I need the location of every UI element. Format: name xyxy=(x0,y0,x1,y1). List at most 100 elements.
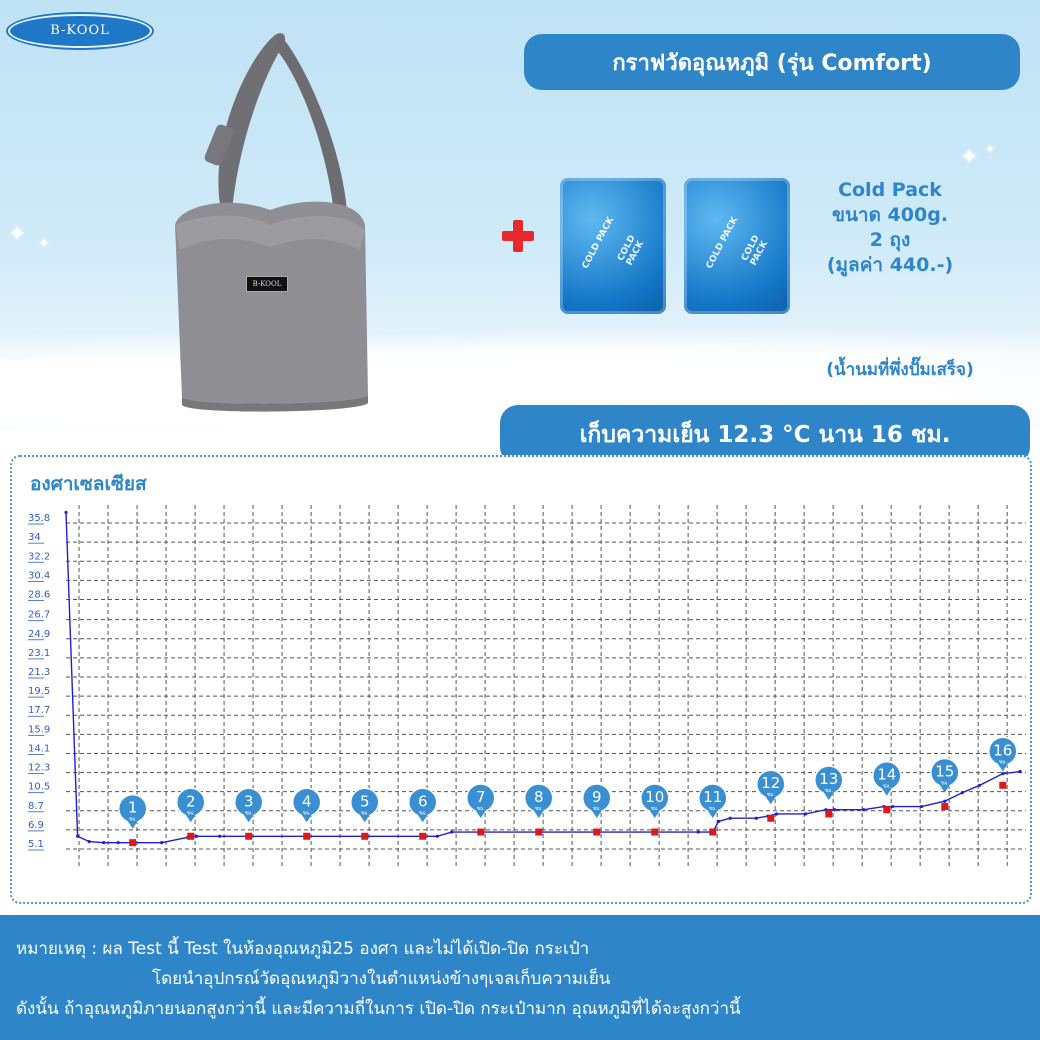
y-tick-label: 15.9 xyxy=(28,724,50,735)
data-point xyxy=(435,834,439,838)
hour-marker-point xyxy=(651,828,659,836)
hour-marker-unit: ชม. xyxy=(535,806,544,812)
hour-marker-unit: ชม. xyxy=(767,792,776,798)
cold-pack-size: ขนาด 400g. xyxy=(831,204,949,226)
cold-pack-icon: COLD PACK COLD PACK xyxy=(684,178,790,314)
hour-marker-label: 14 xyxy=(877,766,896,784)
hour-marker-label: 13 xyxy=(819,770,838,788)
data-point xyxy=(754,816,758,820)
hour-marker-point xyxy=(361,832,369,840)
plus-icon xyxy=(500,218,536,254)
y-tick-label: 24.9 xyxy=(28,629,50,640)
y-tick-label: 23.1 xyxy=(28,648,50,659)
hour-marker-unit: ชม. xyxy=(651,806,660,812)
hour-marker-pin-tip xyxy=(184,813,197,823)
data-point xyxy=(890,804,895,809)
hour-marker-pin-tip xyxy=(242,813,255,823)
hour-marker-point xyxy=(825,810,833,818)
hour-marker-pin-tip xyxy=(706,809,719,819)
hour-marker-unit: ชม. xyxy=(477,806,486,812)
y-tick-label: 10.5 xyxy=(28,782,50,793)
data-point xyxy=(87,839,91,844)
data-point xyxy=(728,816,732,820)
hour-marker-pin-tip xyxy=(532,809,545,819)
data-point xyxy=(194,834,199,838)
hour-marker-label: 1 xyxy=(128,799,138,817)
hour-marker-label: 7 xyxy=(476,788,486,806)
cold-pack-price: (มูลค่า 440.-) xyxy=(826,254,954,276)
hour-marker-label: 6 xyxy=(418,792,428,810)
data-point xyxy=(218,834,222,838)
hour-marker-point xyxy=(767,814,775,822)
hour-marker-label: 16 xyxy=(993,741,1012,759)
hour-marker-unit: ชม. xyxy=(303,810,312,816)
sparkle-icon: ✦ xyxy=(38,236,50,252)
y-tick-label: 26.7 xyxy=(28,610,50,621)
cold-pack-count: 2 ถุง xyxy=(869,229,911,251)
data-point xyxy=(102,841,106,845)
hour-marker-unit: ชม. xyxy=(709,806,718,812)
hour-marker-label: 3 xyxy=(244,792,254,810)
hour-marker-unit: ชม. xyxy=(883,784,892,790)
data-point xyxy=(76,834,80,838)
hour-marker-unit: ชม. xyxy=(129,817,138,823)
sparkle-icon: ✦ xyxy=(8,222,27,247)
data-point xyxy=(960,791,964,795)
y-tick-label: 5.1 xyxy=(28,839,44,850)
hour-marker-pin-tip xyxy=(474,809,487,819)
data-point xyxy=(64,510,68,515)
hour-marker-point xyxy=(535,828,543,836)
hour-marker-label: 11 xyxy=(703,788,722,806)
hour-marker-pin-tip xyxy=(648,809,661,819)
y-tick-label: 35.8 xyxy=(28,513,50,524)
data-point xyxy=(774,812,779,816)
cold-pack-name: Cold Pack xyxy=(838,179,942,201)
hour-marker-pin-tip xyxy=(300,813,313,823)
data-point xyxy=(803,812,808,816)
hour-marker-label: 5 xyxy=(360,792,370,810)
data-point xyxy=(1018,769,1022,774)
hour-marker-point xyxy=(187,832,195,840)
hour-marker-point xyxy=(593,828,601,836)
temperature-chart: องศาเซลเซียส35.83432.230.428.626.724.923… xyxy=(28,473,1026,866)
hour-marker-point xyxy=(709,828,717,836)
hour-marker-pin-tip xyxy=(416,813,429,823)
hour-marker-unit: ชม. xyxy=(419,810,428,816)
hour-marker-pin-tip xyxy=(590,809,603,819)
cold-pack-icon: COLD PACK COLD PACK xyxy=(560,178,666,314)
hour-marker-pin-tip xyxy=(880,786,893,796)
y-tick-label: 6.9 xyxy=(28,820,44,831)
data-point xyxy=(832,808,837,812)
hour-marker-unit: ชม. xyxy=(187,810,196,816)
hour-marker-label: 9 xyxy=(592,788,602,806)
data-point xyxy=(919,804,924,809)
footer-note: หมายเหตุ : ผล Test นี้ Test ในห้องอุณหภู… xyxy=(0,915,1040,1040)
data-point xyxy=(450,830,454,834)
data-point xyxy=(861,808,866,812)
hour-marker-pin-tip xyxy=(358,813,371,823)
hour-marker-pin-tip xyxy=(822,790,835,800)
hour-marker-point xyxy=(419,832,427,840)
hour-marker-unit: ชม. xyxy=(941,781,950,787)
data-point xyxy=(716,819,721,824)
footer-line-3: ดังนั้น ถ้าอุณหภูมิภายนอกสูงกว่านี้ และม… xyxy=(16,999,741,1019)
cold-pack-description: Cold Pack ขนาด 400g. 2 ถุง (มูลค่า 440.-… xyxy=(800,178,980,278)
footer-line-1: หมายเหตุ : ผล Test นี้ Test ในห้องอุณหภู… xyxy=(16,939,590,959)
hour-marker-label: 8 xyxy=(534,788,544,806)
data-point xyxy=(943,799,947,803)
y-tick-label: 12.3 xyxy=(28,763,50,774)
sparkle-icon: ✦ xyxy=(985,142,996,156)
hour-marker-pin-tip xyxy=(126,819,139,829)
hour-marker-unit: ชม. xyxy=(593,806,602,812)
hour-marker-point xyxy=(129,839,137,847)
y-tick-label: 21.3 xyxy=(28,667,50,678)
hour-marker-label: 2 xyxy=(186,792,196,810)
y-tick-label: 19.5 xyxy=(28,686,50,697)
y-tick-label: 32.2 xyxy=(28,551,50,562)
hour-marker-pin-tip xyxy=(764,795,777,805)
hour-marker-point xyxy=(941,803,949,811)
y-tick-label: 30.4 xyxy=(28,570,50,581)
hour-marker-label: 12 xyxy=(761,774,780,792)
milk-note: (น้ำนมที่พึ่งปั๊มเสร็จ) xyxy=(826,360,974,380)
hour-marker-pin-tip xyxy=(938,783,951,793)
